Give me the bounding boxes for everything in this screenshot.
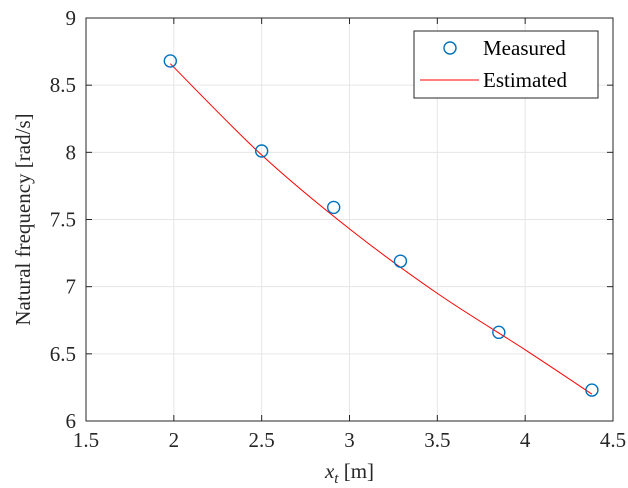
x-tick-label: 4 (520, 428, 531, 452)
y-tick-label: 8.5 (50, 73, 76, 97)
y-tick-label: 9 (66, 6, 77, 30)
legend-label-measured: Measured (483, 36, 566, 60)
x-tick-label: 3 (344, 428, 355, 452)
tick-marks (85, 17, 614, 422)
x-tick-label: 2 (169, 428, 180, 452)
tick-labels: 1.5 2 2.5 3 3.5 4 4.5 6 6.5 7 7.5 8 8.5 9 (50, 6, 626, 452)
measured-point (492, 325, 506, 340)
x-tick-label: 1.5 (73, 428, 99, 452)
y-axis-label: Natural frequency [rad/s] (11, 113, 35, 325)
x-axis-label: xt [m] (324, 459, 374, 487)
y-tick-label: 6.5 (50, 342, 76, 366)
legend-box (413, 30, 599, 99)
estimated-line (169, 63, 593, 395)
y-tick-label: 7.5 (50, 208, 76, 232)
x-axis-label-var: x (324, 459, 335, 483)
legend-marker-measured (443, 41, 457, 55)
x-axis-label-subscript: t (334, 471, 339, 487)
legend-label-estimated: Estimated (483, 68, 567, 92)
y-tick-label: 8 (66, 140, 77, 164)
x-tick-label: 3.5 (424, 428, 450, 452)
x-tick-label: 4.5 (600, 428, 626, 452)
x-tick-label: 2.5 (249, 428, 275, 452)
y-tick-label: 6 (66, 409, 77, 433)
measured-point (326, 200, 341, 215)
legend: Measured Estimated (413, 30, 599, 99)
x-axis-label-unit: [m] (338, 459, 374, 483)
series-layer (163, 54, 599, 397)
y-tick-label: 7 (66, 275, 77, 299)
measured-point (163, 54, 178, 68)
measured-point (254, 144, 269, 158)
measured-point (393, 254, 408, 268)
measured-point (585, 383, 599, 397)
